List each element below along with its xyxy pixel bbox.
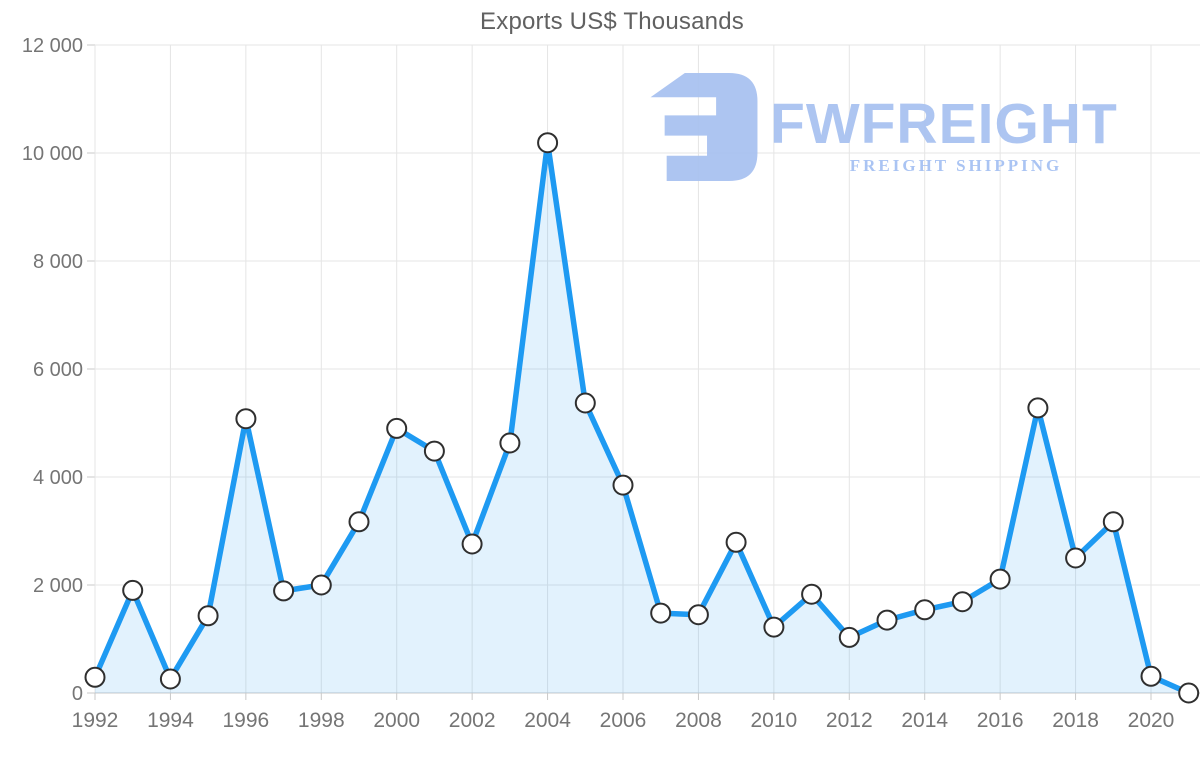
y-axis-label: 12 000	[22, 35, 83, 57]
x-axis-label: 1992	[72, 709, 119, 732]
x-axis-label: 2014	[901, 709, 948, 732]
x-axis-label: 1994	[147, 709, 194, 732]
data-point-2021[interactable]	[1178, 682, 1200, 704]
data-point-1997[interactable]	[273, 580, 295, 602]
data-point-2008[interactable]	[687, 604, 709, 626]
data-point-1993[interactable]	[122, 579, 144, 601]
series-area-fill	[95, 142, 1189, 693]
data-point-1996[interactable]	[235, 408, 257, 430]
y-axis-label: 6 000	[33, 359, 83, 381]
x-axis-label: 2006	[600, 709, 647, 732]
data-point-2014[interactable]	[914, 599, 936, 621]
data-point-2004[interactable]	[537, 132, 559, 154]
x-axis-label: 1996	[222, 709, 269, 732]
x-axis-label: 2008	[675, 709, 722, 732]
data-point-2001[interactable]	[423, 440, 445, 462]
x-axis-label: 2012	[826, 709, 873, 732]
data-point-2016[interactable]	[989, 568, 1011, 590]
series-line	[92, 139, 1192, 696]
data-point-1999[interactable]	[348, 511, 370, 533]
x-axis-label: 2004	[524, 709, 571, 732]
x-axis-label: 2016	[977, 709, 1024, 732]
x-axis-label: 1998	[298, 709, 345, 732]
x-axis-label: 2010	[750, 709, 797, 732]
data-point-1995[interactable]	[197, 605, 219, 627]
data-point-2003[interactable]	[499, 432, 521, 454]
x-axis-label: 2020	[1128, 709, 1175, 732]
x-axis-label: 2000	[373, 709, 420, 732]
data-point-2017[interactable]	[1027, 397, 1049, 419]
y-axis-label: 10 000	[22, 143, 83, 165]
y-axis-label: 4 000	[33, 467, 83, 489]
data-point-1992[interactable]	[84, 666, 106, 688]
data-point-2010[interactable]	[763, 616, 785, 638]
data-point-2009[interactable]	[725, 531, 747, 553]
data-point-2002[interactable]	[461, 533, 483, 555]
data-point-2005[interactable]	[574, 392, 596, 414]
x-axis-label: 2002	[449, 709, 496, 732]
data-point-2000[interactable]	[386, 417, 408, 439]
data-point-1998[interactable]	[310, 574, 332, 596]
y-axis-label: 2 000	[33, 575, 83, 597]
data-point-2018[interactable]	[1065, 547, 1087, 569]
data-point-2006[interactable]	[612, 474, 634, 496]
chart-title: Exports US$ Thousands	[480, 8, 744, 35]
data-point-2013[interactable]	[876, 609, 898, 631]
data-point-2011[interactable]	[801, 583, 823, 605]
data-point-2015[interactable]	[951, 591, 973, 613]
y-axis-label: 0	[72, 683, 83, 705]
data-point-2007[interactable]	[650, 602, 672, 624]
y-axis-label: 8 000	[33, 251, 83, 273]
data-point-2012[interactable]	[838, 626, 860, 648]
data-point-2020[interactable]	[1140, 665, 1162, 687]
data-point-1994[interactable]	[159, 668, 181, 690]
data-point-2019[interactable]	[1102, 511, 1124, 533]
x-axis-label: 2018	[1052, 709, 1099, 732]
